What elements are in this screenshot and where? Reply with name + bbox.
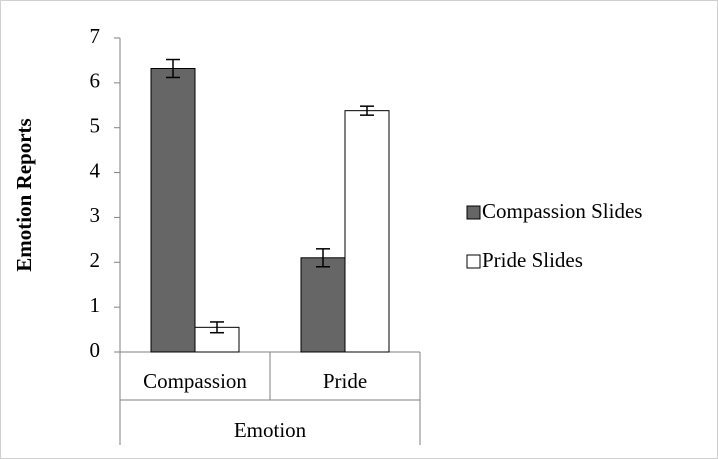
bar — [300, 257, 346, 353]
error-bar — [166, 58, 180, 79]
legend-swatch — [466, 205, 481, 220]
error-bar — [360, 105, 374, 116]
y-tick-label: 6 — [90, 69, 101, 93]
y-axis-title: Emotion Reports — [12, 118, 36, 271]
legend-label: Compassion Slides — [482, 199, 642, 223]
error-bar — [316, 248, 330, 268]
legend-swatch — [466, 254, 481, 269]
y-tick-label: 7 — [90, 24, 101, 48]
y-tick-label: 0 — [90, 338, 101, 362]
y-tick-label: 1 — [90, 293, 101, 317]
y-tick-label: 3 — [90, 203, 101, 227]
legend-label: Pride Slides — [482, 248, 583, 272]
bar — [344, 110, 390, 353]
x-tick-label: Pride — [323, 369, 367, 393]
x-tick-label: Compassion — [143, 369, 247, 393]
y-tick-label: 5 — [90, 114, 101, 138]
bar — [150, 68, 196, 353]
y-tick-label: 4 — [90, 158, 101, 182]
y-tick-label: 2 — [90, 248, 101, 272]
error-bar — [210, 321, 224, 334]
x-axis-title: Emotion — [234, 418, 307, 442]
